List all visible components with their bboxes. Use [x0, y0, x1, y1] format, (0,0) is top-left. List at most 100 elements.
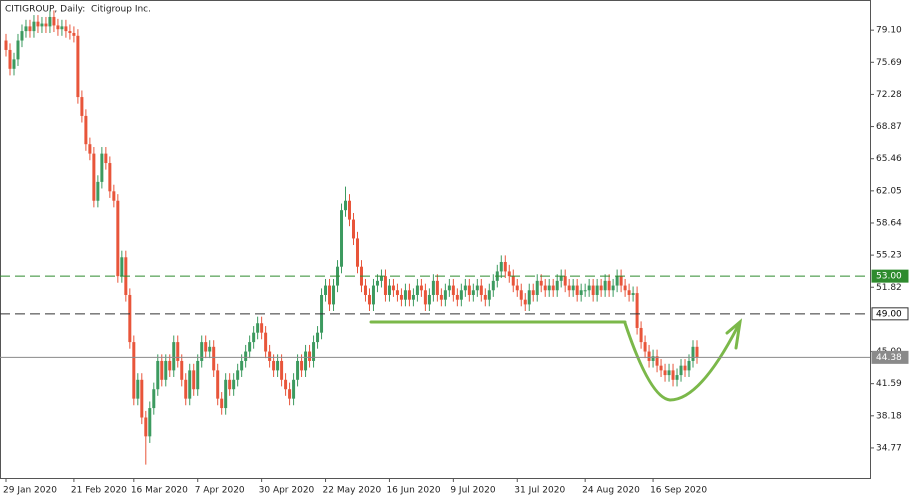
candle-body: [643, 342, 647, 352]
candle-body: [371, 285, 375, 305]
candle-body: [292, 379, 296, 399]
candle-body: [483, 294, 487, 300]
candle-body: [515, 285, 519, 291]
candle-body: [607, 280, 611, 291]
candle-body: [503, 261, 507, 272]
candle-body: [555, 280, 559, 291]
y-tick-label: 41.59: [876, 379, 902, 389]
candle-body: [64, 26, 68, 32]
x-tick-label: 16 Jun 2020: [386, 486, 440, 496]
candle-body: [68, 31, 72, 33]
candle-body: [679, 365, 683, 376]
candle-body: [120, 257, 124, 277]
candle-body: [375, 280, 379, 286]
candle-body: [8, 49, 12, 69]
candle-body: [52, 16, 56, 26]
candle-body: [100, 153, 104, 182]
candle-body: [423, 290, 427, 305]
candle-body: [355, 238, 359, 267]
candle-body: [204, 342, 208, 352]
candle-body: [4, 40, 8, 50]
x-tick-label: 9 Jul 2020: [450, 486, 495, 496]
candle-body: [96, 181, 100, 201]
candle-body: [651, 356, 655, 361]
x-tick-label: 7 Apr 2020: [195, 486, 245, 496]
candle-body: [344, 200, 348, 211]
plot-frame: [0, 0, 871, 479]
candle-body: [132, 342, 136, 399]
candle-body: [567, 285, 571, 291]
candle-body: [144, 417, 148, 437]
candle-body: [499, 261, 503, 272]
candle-body: [507, 271, 511, 277]
candle-body: [399, 294, 403, 300]
level-label-box: [871, 307, 909, 321]
candle-body: [439, 294, 443, 300]
candle-body: [136, 379, 140, 399]
candle-body: [411, 294, 415, 300]
candle-body: [172, 342, 176, 371]
candle-body: [667, 370, 671, 376]
candle-body: [220, 398, 224, 409]
candle-body: [308, 351, 312, 361]
candle-body: [403, 290, 407, 300]
candle-body: [288, 389, 292, 399]
candle-body: [92, 153, 96, 201]
candle-body: [40, 23, 44, 27]
candle-body: [619, 276, 623, 286]
candle-body: [256, 323, 260, 333]
candle-body: [32, 21, 36, 32]
candle-body: [180, 360, 184, 380]
x-tick-label: 24 Aug 2020: [582, 486, 640, 496]
candle-body: [284, 379, 288, 390]
candle-body: [276, 360, 280, 371]
candle-body: [196, 360, 200, 390]
candle-body: [56, 25, 60, 30]
candle-body: [531, 290, 535, 295]
candle-body: [260, 323, 264, 333]
candle-body: [312, 342, 316, 361]
candle-body: [252, 332, 256, 343]
candle-body: [591, 285, 595, 295]
candle-body: [208, 346, 212, 352]
candle-body: [216, 370, 220, 399]
candle-body: [24, 26, 28, 32]
candle-body: [140, 379, 144, 418]
candle-body: [44, 23, 48, 27]
candle-body: [160, 360, 164, 380]
candle-body: [695, 346, 699, 358]
candle-body: [431, 280, 435, 295]
candle-body: [519, 290, 523, 300]
candle-body: [272, 360, 276, 371]
level-label-box: [871, 269, 909, 283]
candle-body: [583, 290, 587, 292]
candle-body: [80, 97, 84, 116]
candle-body: [455, 294, 459, 300]
candle-body: [76, 35, 80, 98]
candle-body: [539, 280, 543, 286]
candle-body: [395, 290, 399, 295]
y-tick-label: 55.23: [876, 251, 902, 261]
candle-body: [611, 285, 615, 291]
candle-body: [36, 21, 40, 27]
candle-body: [579, 290, 583, 295]
candle-body: [511, 276, 515, 286]
candle-body: [587, 285, 591, 291]
candle-body: [623, 285, 627, 291]
candle-body: [88, 144, 92, 154]
y-tick-label: 34.77: [876, 443, 902, 453]
level-label: 49.00: [876, 309, 902, 319]
candle-body: [104, 153, 108, 164]
y-tick-label: 58.64: [876, 218, 902, 228]
candle-body: [367, 294, 371, 305]
y-tick-label: 79.10: [876, 26, 902, 36]
y-tick-label: 51.82: [876, 283, 902, 293]
candle-body: [571, 285, 575, 291]
candle-body: [383, 276, 387, 295]
y-tick-label: 65.46: [876, 154, 902, 164]
candle-body: [248, 342, 252, 352]
candle-body: [615, 276, 619, 286]
annotation: [369, 318, 743, 402]
candle-body: [551, 285, 555, 291]
